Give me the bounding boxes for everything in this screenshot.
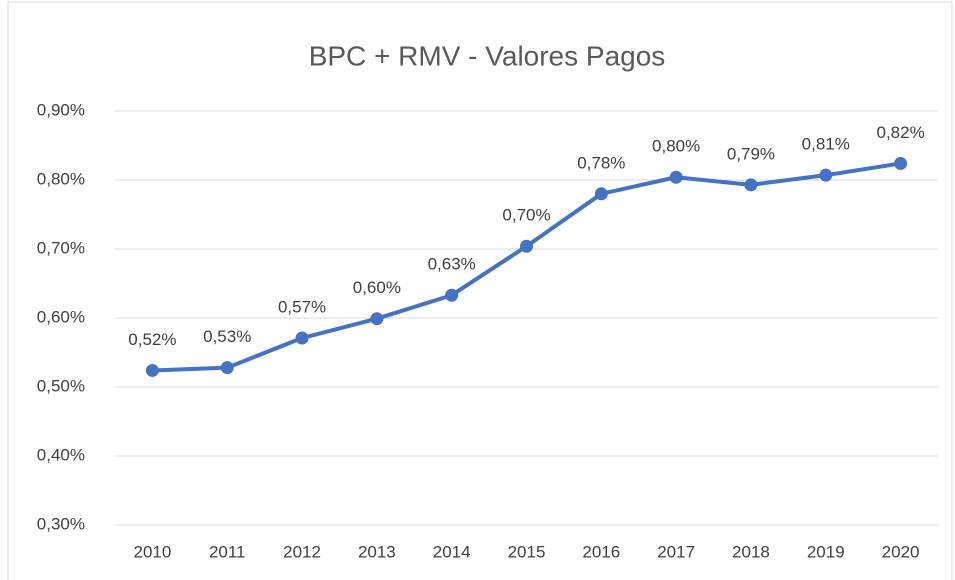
- data-label: 0,81%: [802, 135, 850, 154]
- y-tick-label: 0,30%: [37, 514, 85, 533]
- data-label: 0,57%: [278, 297, 326, 316]
- y-tick-label: 0,60%: [37, 307, 85, 326]
- x-tick-label: 2018: [732, 542, 770, 561]
- data-point: [669, 170, 683, 184]
- data-label: 0,79%: [727, 144, 775, 163]
- data-point: [445, 288, 459, 302]
- y-tick-label: 0,80%: [37, 169, 85, 188]
- data-label: 0,82%: [876, 123, 924, 142]
- data-point: [370, 312, 384, 326]
- data-point: [744, 178, 758, 192]
- chart-title: BPC + RMV - Valores Pagos: [309, 40, 666, 71]
- x-tick-label: 2017: [657, 542, 695, 561]
- x-tick-label: 2020: [882, 542, 920, 561]
- data-point: [819, 168, 833, 182]
- data-label: 0,53%: [203, 327, 251, 346]
- x-tick-label: 2015: [508, 542, 546, 561]
- y-tick-label: 0,40%: [37, 445, 85, 464]
- data-label: 0,52%: [128, 330, 176, 349]
- data-point: [220, 361, 234, 375]
- y-tick-label: 0,50%: [37, 376, 85, 395]
- x-tick-label: 2019: [807, 542, 845, 561]
- y-tick-label: 0,90%: [37, 100, 85, 119]
- chart-border: [7, 1, 953, 580]
- data-point: [594, 187, 608, 201]
- x-tick-label: 2011: [209, 542, 246, 561]
- data-label: 0,80%: [652, 137, 700, 156]
- data-label: 0,63%: [428, 255, 476, 274]
- x-tick-label: 2013: [358, 542, 396, 561]
- data-label: 0,60%: [353, 278, 401, 297]
- x-tick-label: 2016: [582, 542, 620, 561]
- data-point: [894, 156, 908, 170]
- data-label: 0,70%: [502, 206, 550, 225]
- x-tick-label: 2010: [133, 542, 171, 561]
- y-tick-label: 0,70%: [37, 238, 85, 257]
- data-point: [520, 239, 533, 253]
- data-label: 0,78%: [577, 153, 625, 172]
- x-tick-label: 2012: [283, 542, 321, 561]
- data-point: [295, 331, 309, 345]
- x-tick-label: 2014: [433, 542, 471, 561]
- data-point: [145, 363, 159, 377]
